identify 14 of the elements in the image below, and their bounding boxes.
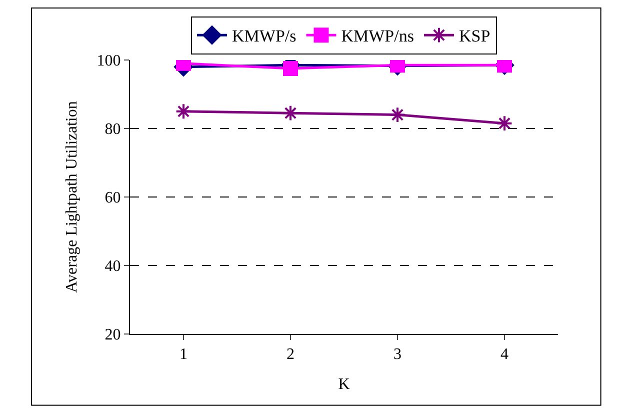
x-tick-label: 1 <box>180 346 188 364</box>
y-tick-label: 80 <box>104 121 121 138</box>
y-tick-label: 100 <box>96 52 121 70</box>
y-tick-label: 60 <box>104 190 121 207</box>
y-tick-label: 20 <box>104 326 121 344</box>
x-tick-label: 4 <box>500 346 508 364</box>
y-axis-title: Average Lightpath Utilization <box>64 101 81 293</box>
legend-label: KMWP/ns <box>341 26 414 46</box>
legend-label: KMWP/s <box>232 26 296 46</box>
x-tick-label: 2 <box>286 346 294 364</box>
x-axis-title: K <box>338 376 350 393</box>
x-tick-label: 3 <box>394 346 402 364</box>
legend-label: KSP <box>458 26 490 46</box>
y-tick-label: 40 <box>104 258 121 276</box>
